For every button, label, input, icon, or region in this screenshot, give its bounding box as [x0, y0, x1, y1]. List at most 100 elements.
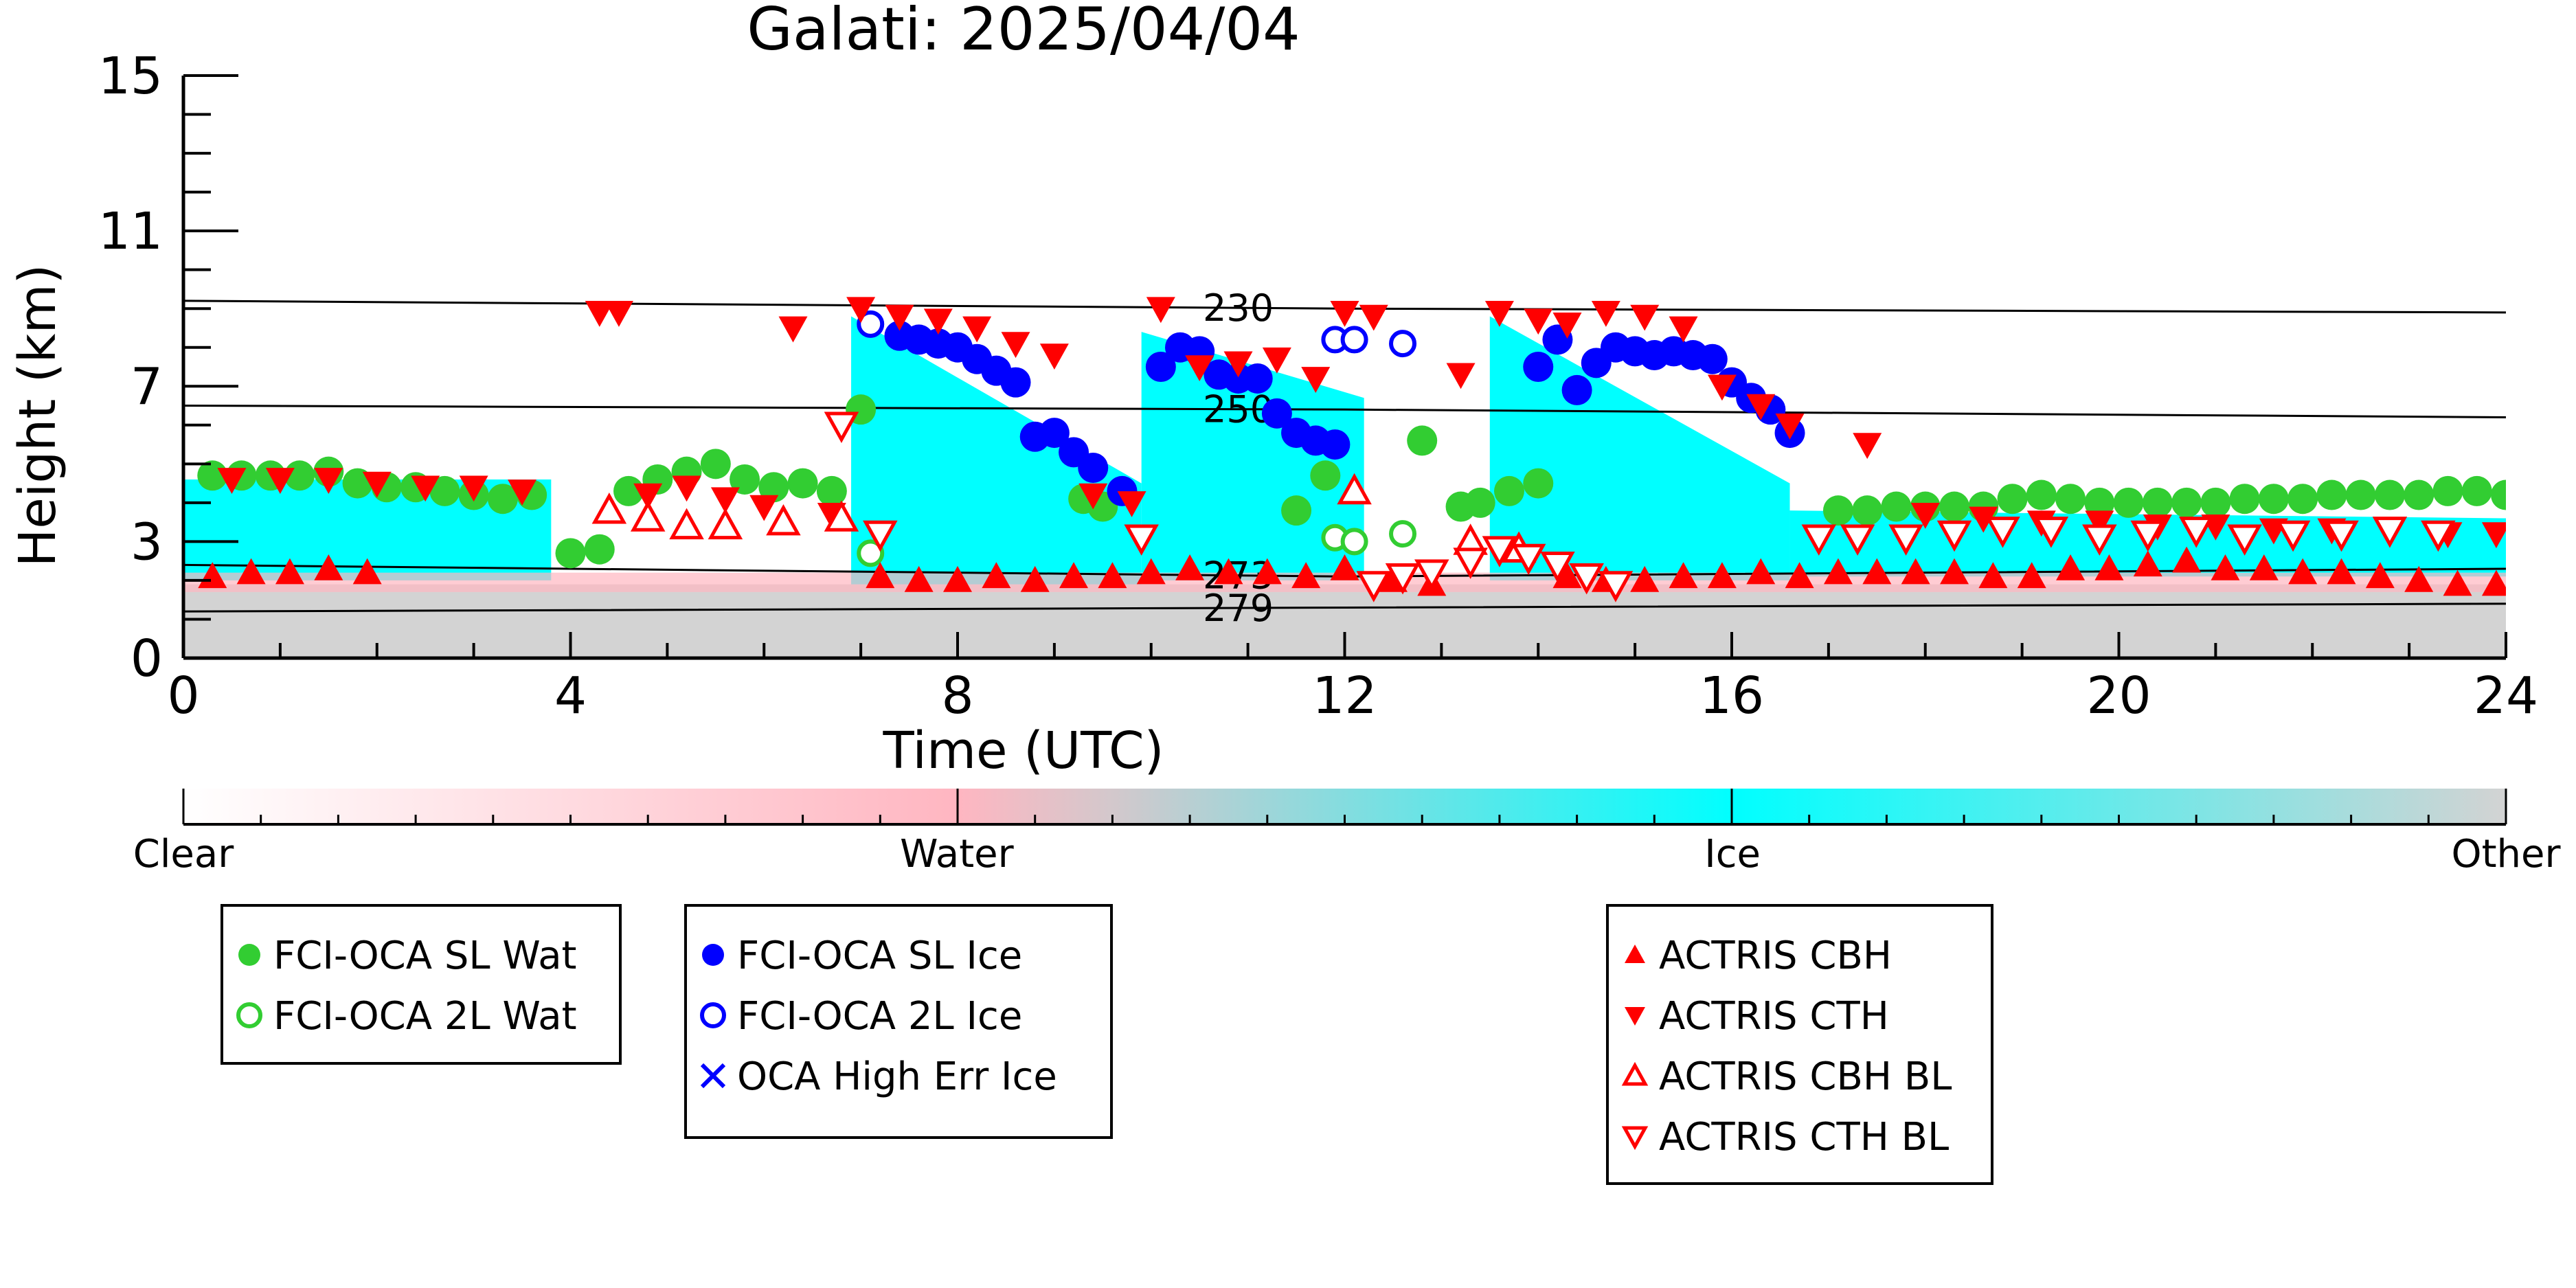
point-actris-cth	[265, 468, 295, 494]
point-actris-cbh-bl	[708, 508, 743, 540]
point-actris-cbh	[2094, 554, 2124, 580]
legend-box-2: FCI-OCA SL Ice FCI-OCA 2L Ice OCA High Err…	[684, 904, 1113, 1139]
legend-label-actris-cbh: ACTRIS CBH	[1659, 934, 1892, 978]
legend-frame	[684, 904, 1113, 1139]
point-actris-cbh	[2056, 554, 2086, 580]
point-actris-cth	[604, 301, 633, 327]
point-actris-cbh	[1552, 562, 1582, 589]
point-actris-cbh	[2172, 546, 2202, 573]
point-fci-oca-sl-wat	[2229, 484, 2260, 515]
point-fci-oca-sl-wat	[2316, 479, 2347, 510]
legend-frame	[1606, 904, 1993, 1185]
point-fci-oca-sl-ice	[1078, 452, 1109, 483]
series-fci-oca-sl-ice	[884, 320, 1805, 506]
point-actris-cth	[1330, 301, 1359, 327]
legend-marker-fci-oca-2l-ice	[700, 1002, 726, 1028]
colorbar-label-water: Water	[900, 832, 1015, 877]
point-actris-cth	[508, 479, 537, 506]
x-tick-label: 16	[1699, 666, 1764, 725]
point-fci-oca-sl-wat	[555, 538, 586, 569]
point-fci-oca-sl-wat	[758, 472, 789, 503]
point-actris-cth-bl	[1840, 524, 1875, 556]
point-fci-oca-sl-wat	[2432, 475, 2463, 506]
point-actris-cth-bl	[2275, 520, 2311, 552]
legend-marker-fci-oca-sl-ice	[702, 944, 724, 966]
point-actris-cbh	[1630, 565, 1660, 592]
point-fci-oca-sl-wat	[730, 464, 760, 495]
contour-line-250	[183, 405, 2506, 418]
legend-marker-actris-cth-bl	[1621, 1126, 1649, 1151]
point-fci-oca-sl-wat	[2200, 487, 2231, 518]
point-actris-cbh	[2481, 569, 2506, 596]
point-fci-oca-sl-wat	[1822, 495, 1853, 526]
point-actris-cth-bl	[1511, 543, 1546, 576]
point-actris-cth-bl	[2227, 524, 2262, 556]
point-actris-cbh	[352, 558, 382, 585]
point-fci-oca-sl-wat	[1881, 491, 1912, 522]
legend-label-actris-cth-bl: ACTRIS CTH BL	[1659, 1115, 1949, 1160]
legend-label-fci-oca-sl-wat: FCI-OCA SL Wat	[273, 934, 577, 978]
point-fci-oca-sl-wat	[2113, 487, 2144, 518]
point-fci-oca-sl-ice	[1261, 398, 1292, 429]
point-actris-cth-bl	[1124, 524, 1159, 556]
point-fci-oca-2l-wat	[857, 539, 885, 567]
x-tick-label: 12	[1312, 666, 1377, 725]
point-actris-cth-bl	[1801, 524, 1837, 556]
point-fci-oca-sl-wat	[1939, 491, 1970, 522]
legend-marker-fci-oca-2l-wat	[236, 1002, 262, 1028]
point-actris-cbh	[1098, 562, 1127, 589]
point-actris-cbh	[2017, 562, 2046, 589]
point-fci-oca-sl-wat	[1310, 460, 1341, 491]
point-actris-cth-bl	[1385, 563, 1421, 595]
legend-label-fci-oca-2l-ice: FCI-OCA 2L Ice	[737, 994, 1022, 1039]
point-actris-cth-bl	[2324, 520, 2359, 552]
point-actris-cth	[1223, 351, 1253, 378]
point-actris-cbh	[314, 554, 343, 580]
point-actris-cbh	[2404, 565, 2434, 592]
colorbar-label-ice: Ice	[1704, 832, 1761, 877]
point-actris-cbh-bl	[766, 504, 801, 536]
point-actris-cth	[778, 316, 808, 343]
legend-marker-fci-oca-sl-wat	[238, 944, 260, 966]
y-axis: 0 3 7 11 15	[98, 47, 238, 688]
legend-frame	[221, 904, 622, 1065]
point-fci-oca-sl-wat	[584, 534, 615, 565]
point-actris-cth	[1746, 394, 1776, 420]
point-actris-cth	[1262, 347, 1291, 374]
point-actris-cbh	[2249, 554, 2279, 580]
region-ice-1	[183, 479, 552, 580]
point-actris-cth	[1707, 374, 1737, 401]
point-actris-cth-bl	[1453, 547, 1488, 579]
point-actris-cbh	[1252, 558, 1282, 585]
point-fci-oca-2l-wat	[1389, 520, 1417, 548]
point-actris-cth	[362, 471, 392, 498]
point-fci-oca-2l-wat	[1340, 528, 1368, 556]
point-fci-oca-sl-ice	[1697, 343, 1728, 374]
point-actris-cth	[1039, 343, 1069, 370]
point-actris-cbh-bl	[630, 500, 666, 532]
legend-box-3: ACTRIS CBH ACTRIS CTH ACTRIS CBH BL ACTRIS …	[1606, 904, 1993, 1185]
series-actris-cth-bl	[824, 411, 2456, 602]
point-actris-cbh	[1707, 562, 1737, 589]
point-fci-oca-sl-wat	[2055, 484, 2086, 515]
point-actris-cbh	[866, 562, 895, 589]
point-actris-cbh	[1785, 562, 1814, 589]
legend-label-actris-cth: ACTRIS CTH	[1659, 994, 1889, 1039]
point-fci-oca-sl-wat	[1407, 425, 1438, 456]
point-fci-oca-sl-wat	[1523, 468, 1554, 499]
point-actris-cth	[1669, 316, 1698, 343]
point-actris-cth	[885, 304, 914, 331]
point-actris-cbh	[1175, 554, 1205, 580]
point-actris-cth	[1853, 433, 1882, 460]
point-fci-oca-sl-ice	[1320, 429, 1351, 460]
point-fci-oca-sl-wat	[2287, 484, 2318, 515]
point-actris-cbh-bl	[669, 508, 704, 540]
point-actris-cth	[1484, 301, 1514, 327]
point-actris-cth	[585, 301, 614, 327]
point-actris-cth	[1630, 304, 1660, 331]
plot-area: 230250273279	[181, 76, 2506, 660]
point-actris-cth	[1078, 483, 1108, 510]
legend-box-1: FCI-OCA SL Wat FCI-OCA 2L Wat	[221, 904, 622, 1065]
point-actris-cbh	[1214, 558, 1243, 585]
